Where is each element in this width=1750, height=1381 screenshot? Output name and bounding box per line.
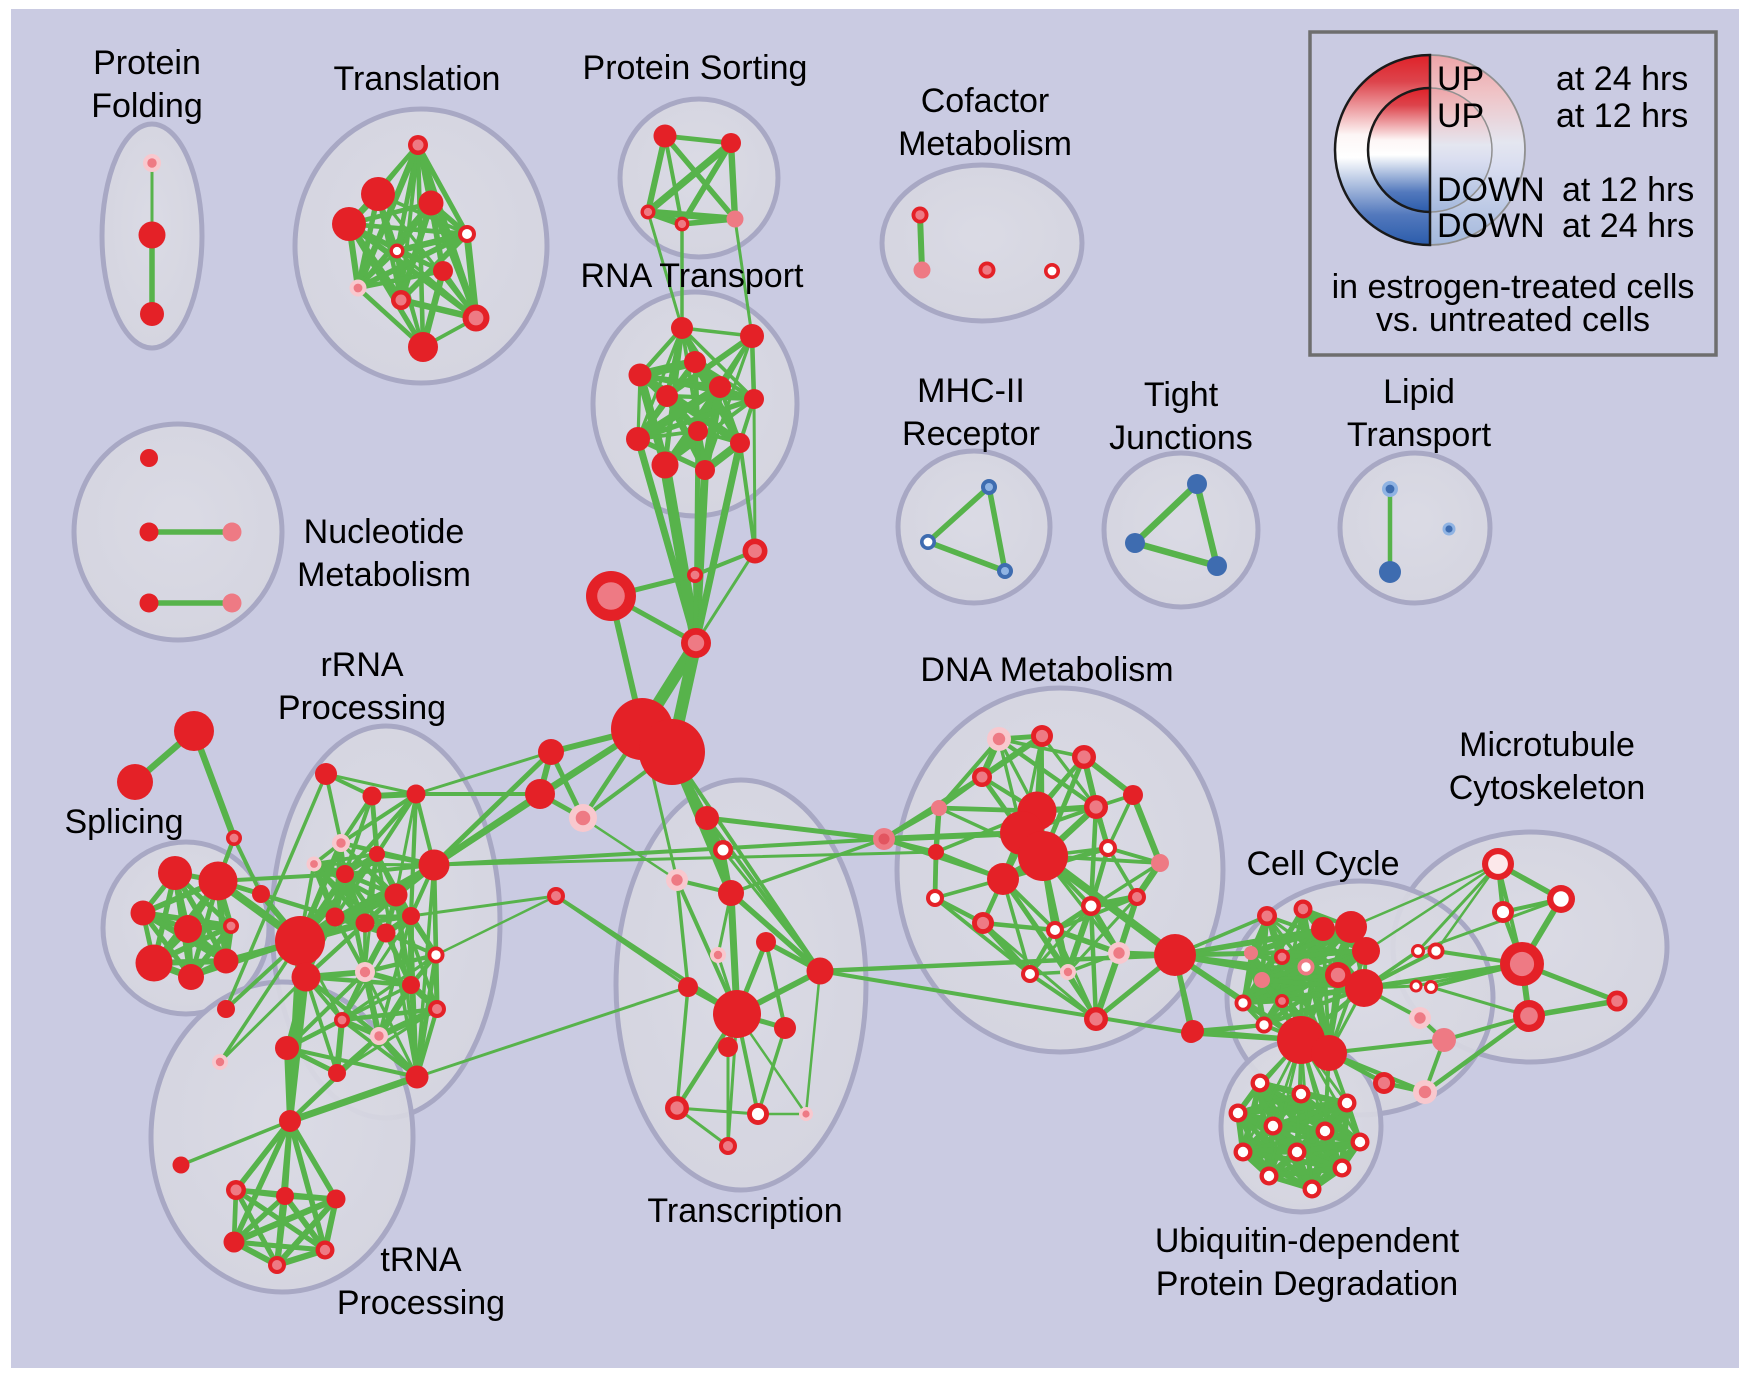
svg-text:Protein Degradation: Protein Degradation: [1156, 1265, 1458, 1303]
svg-text:Lipid: Lipid: [1383, 373, 1455, 411]
svg-text:UP: UP: [1437, 60, 1484, 98]
svg-text:tRNA: tRNA: [380, 1241, 462, 1279]
svg-text:at 12 hrs: at 12 hrs: [1556, 97, 1688, 135]
svg-text:Processing: Processing: [337, 1284, 505, 1322]
svg-text:at 24 hrs: at 24 hrs: [1556, 60, 1688, 98]
svg-text:Protein Sorting: Protein Sorting: [583, 49, 808, 87]
svg-text:Transcription: Transcription: [647, 1192, 842, 1230]
svg-text:RNA Transport: RNA Transport: [581, 257, 805, 295]
svg-text:Receptor: Receptor: [902, 415, 1040, 453]
svg-text:vs. untreated cells: vs. untreated cells: [1376, 301, 1650, 339]
svg-text:DNA Metabolism: DNA Metabolism: [920, 651, 1173, 689]
svg-text:Processing: Processing: [278, 689, 446, 727]
svg-text:at 24 hrs: at 24 hrs: [1562, 207, 1694, 245]
svg-text:Tight: Tight: [1144, 376, 1219, 414]
svg-text:MHC-II: MHC-II: [917, 372, 1025, 410]
svg-text:rRNA: rRNA: [320, 646, 403, 684]
svg-text:Protein: Protein: [93, 44, 201, 82]
svg-text:Metabolism: Metabolism: [297, 556, 471, 594]
svg-text:Translation: Translation: [334, 60, 501, 98]
svg-text:Cofactor: Cofactor: [921, 82, 1050, 120]
svg-text:Cytoskeleton: Cytoskeleton: [1449, 769, 1646, 807]
svg-text:at 12 hrs: at 12 hrs: [1562, 171, 1694, 209]
svg-text:Transport: Transport: [1347, 416, 1492, 454]
svg-text:DOWN: DOWN: [1437, 207, 1545, 245]
svg-text:Ubiquitin-dependent: Ubiquitin-dependent: [1155, 1222, 1460, 1260]
svg-text:in estrogen-treated cells: in estrogen-treated cells: [1332, 268, 1695, 306]
svg-text:UP: UP: [1437, 97, 1484, 135]
svg-text:Junctions: Junctions: [1109, 419, 1253, 457]
svg-text:Metabolism: Metabolism: [898, 125, 1072, 163]
svg-text:Cell Cycle: Cell Cycle: [1246, 845, 1399, 883]
svg-text:DOWN: DOWN: [1437, 171, 1545, 209]
svg-text:Folding: Folding: [91, 87, 203, 125]
svg-text:Splicing: Splicing: [64, 803, 183, 841]
svg-text:Microtubule: Microtubule: [1459, 726, 1635, 764]
svg-text:Nucleotide: Nucleotide: [304, 513, 465, 551]
